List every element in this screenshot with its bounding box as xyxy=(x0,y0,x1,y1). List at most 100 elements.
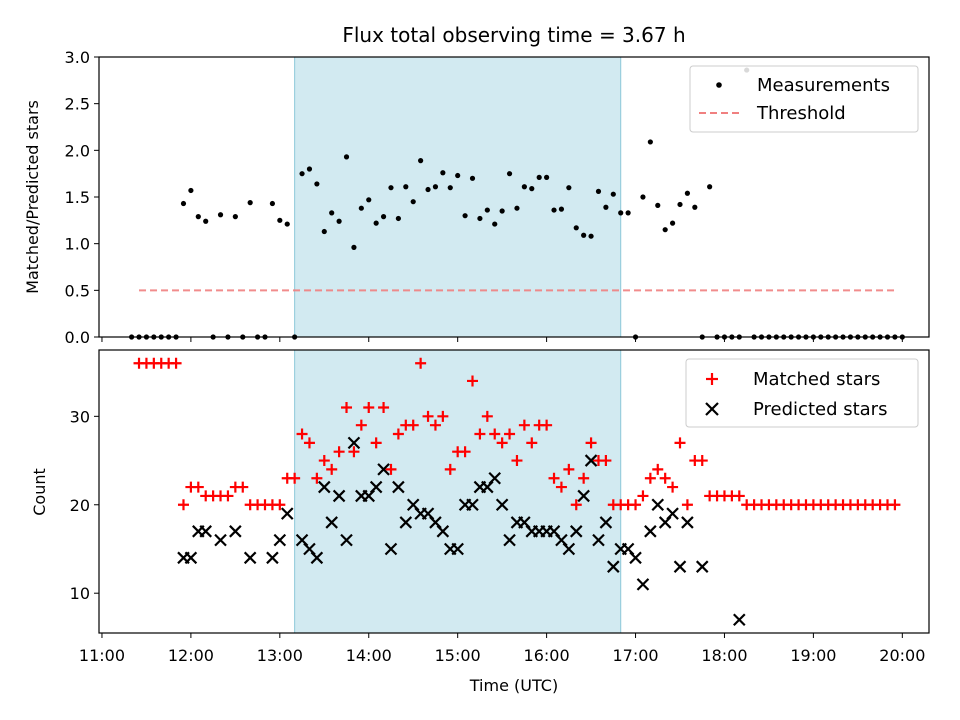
y-tick-label: 3.0 xyxy=(65,48,90,67)
x-axis-label: Time (UTC) xyxy=(469,676,558,695)
predicted-stars-point xyxy=(369,480,383,494)
x-tick-label: 11:00 xyxy=(79,646,125,665)
measurement-point xyxy=(247,200,253,206)
y-tick-label: 2.0 xyxy=(65,141,90,160)
matched-stars-point xyxy=(467,375,478,387)
measurement-point xyxy=(573,225,579,231)
matched-stars-point xyxy=(548,472,560,484)
predicted-stars-point xyxy=(266,551,279,565)
measurement-point xyxy=(469,175,476,181)
measurement-point xyxy=(595,188,602,194)
measurement-point xyxy=(692,204,698,210)
measurement-point xyxy=(388,185,394,191)
predicted-stars-point xyxy=(681,516,694,529)
x-tick-label: 20:00 xyxy=(879,646,925,665)
measurement-point xyxy=(358,205,364,211)
predicted-stars-point xyxy=(651,498,665,512)
predicted-stars-point xyxy=(466,498,479,512)
measurement-point xyxy=(536,174,542,180)
y-axis-label-bottom: Count xyxy=(30,468,49,516)
measurement-point xyxy=(232,214,238,220)
measurement-point xyxy=(529,186,535,192)
measurement-point xyxy=(329,210,335,216)
measurement-point xyxy=(514,205,520,211)
matched-stars-point xyxy=(289,472,301,484)
measurement-point xyxy=(299,171,305,177)
matched-stars-point xyxy=(630,499,642,511)
predicted-stars-point xyxy=(569,525,583,538)
chart-title: Flux total observing time = 3.67 h xyxy=(342,23,685,47)
measurement-point xyxy=(336,218,342,224)
measurement-point xyxy=(625,210,631,216)
matched-stars-point xyxy=(489,428,501,440)
matched-stars-point xyxy=(733,490,745,502)
legend-label-matched: Matched stars xyxy=(753,369,880,390)
legend-bottom: Matched stars Predicted stars xyxy=(685,358,919,428)
measurement-point xyxy=(581,232,587,238)
x-tick-label: 16:00 xyxy=(524,646,570,665)
matched-stars-point xyxy=(511,455,523,467)
measurement-point xyxy=(395,215,401,222)
matched-stars-point xyxy=(541,419,553,431)
matched-stars-point xyxy=(659,472,671,484)
predicted-stars-point xyxy=(199,525,212,538)
predicted-stars-point xyxy=(229,525,242,538)
legend-top: Measurements Threshold xyxy=(689,65,919,133)
predicted-stars-point xyxy=(577,489,590,503)
matched-stars-point xyxy=(237,481,249,493)
x-tick-label: 17:00 xyxy=(612,646,658,665)
measurement-point xyxy=(521,184,527,190)
matched-stars-point xyxy=(341,401,353,413)
matched-stars-point xyxy=(444,463,456,475)
matched-stars-point xyxy=(274,499,286,511)
x-tick-label: 13:00 xyxy=(257,646,303,665)
predicted-stars-point xyxy=(325,516,338,529)
predicted-stars-point xyxy=(332,489,346,503)
predicted-stars-point xyxy=(384,542,398,556)
predicted-stars-point xyxy=(599,516,613,529)
y-tick-label: 20 xyxy=(70,496,90,515)
measurement-point xyxy=(707,184,713,190)
matched-stars-point xyxy=(696,455,708,467)
predicted-stars-point xyxy=(607,560,620,573)
matched-stars-point xyxy=(667,481,679,493)
predicted-stars-point xyxy=(273,533,287,547)
measurement-point xyxy=(343,154,350,160)
matched-stars-point xyxy=(474,428,486,440)
y-tick-label: 0.0 xyxy=(65,328,90,347)
matched-stars-point xyxy=(318,455,330,467)
axes-frame-bottom xyxy=(98,349,930,634)
matched-stars-point xyxy=(355,419,367,431)
x-tick-label: 15:00 xyxy=(435,646,481,665)
y-tick-label: 1.5 xyxy=(65,188,90,207)
matched-stars-point xyxy=(378,401,390,413)
predicted-stars-point xyxy=(636,578,650,591)
measurement-point xyxy=(499,208,505,214)
matched-stars-point xyxy=(192,481,204,493)
predicted-stars-point xyxy=(451,542,464,556)
measurement-point xyxy=(684,190,691,196)
legend-label-threshold: Threshold xyxy=(756,103,846,124)
measurement-point xyxy=(566,185,572,191)
measurement-point xyxy=(618,210,624,216)
measurement-point xyxy=(655,202,661,208)
predicted-stars-point xyxy=(280,507,294,520)
x-tick-label: 12:00 xyxy=(168,646,214,665)
matched-stars-point xyxy=(644,472,656,484)
matched-stars-point xyxy=(370,437,382,449)
predicted-stars-point xyxy=(592,533,605,547)
predicted-stars-point xyxy=(436,525,450,538)
matched-stars-point xyxy=(481,410,493,422)
predicted-stars-point xyxy=(695,560,709,573)
predicted-stars-point xyxy=(644,525,657,538)
measurement-point xyxy=(180,200,187,207)
measurement-point xyxy=(188,187,194,194)
predicted-stars-point xyxy=(184,551,198,565)
measurement-point xyxy=(284,221,290,227)
measurement-point xyxy=(366,197,372,203)
x-tick-label: 19:00 xyxy=(790,646,836,665)
y-tick-label: 1.0 xyxy=(65,235,90,254)
measurement-point xyxy=(217,212,224,218)
measurement-point xyxy=(314,181,320,187)
